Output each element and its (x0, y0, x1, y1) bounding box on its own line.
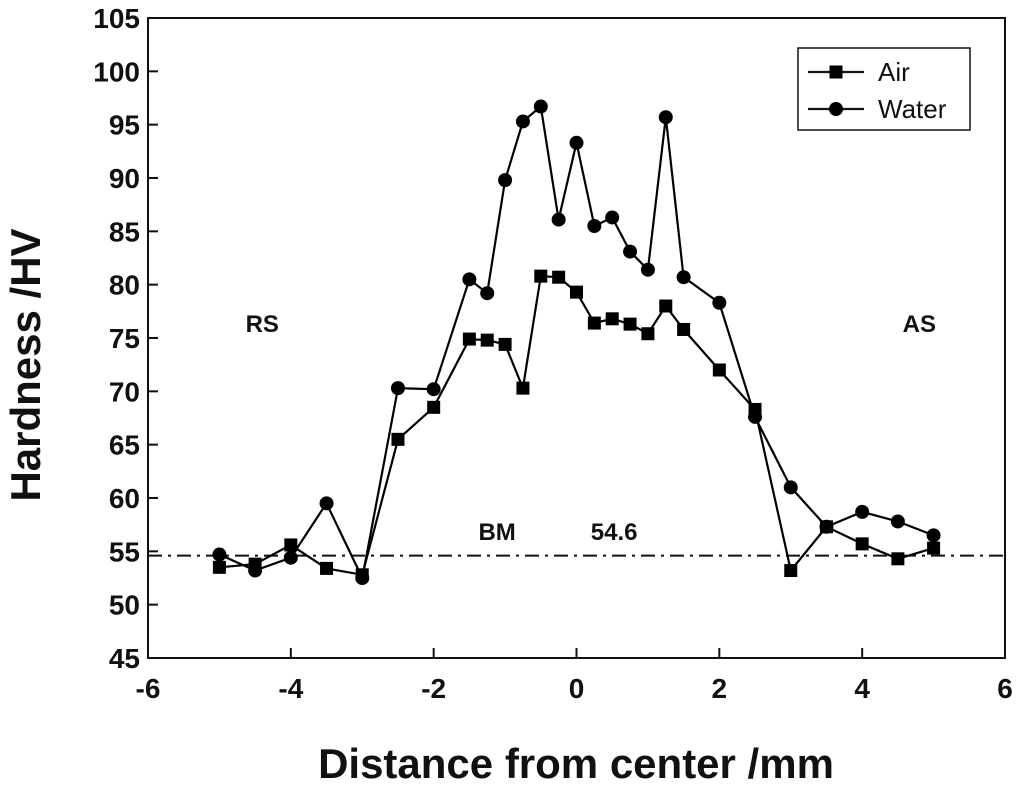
data-point-water (676, 270, 691, 285)
x-tick-label: -4 (278, 673, 303, 704)
data-point-water (390, 381, 405, 396)
y-tick-label: 95 (109, 110, 140, 141)
x-axis-label: Distance from center /mm (318, 740, 834, 786)
data-point-air (570, 285, 583, 299)
data-point-air (677, 322, 691, 336)
data-point-air (891, 552, 905, 566)
data-point-air (212, 560, 226, 574)
data-point-air (284, 538, 298, 552)
data-point-air (462, 332, 476, 346)
y-tick-label: 70 (109, 376, 140, 407)
data-point-air (641, 327, 655, 341)
data-point-water (515, 114, 530, 129)
x-tick-label: 0 (569, 673, 585, 704)
data-point-air (855, 537, 869, 551)
legend-marker-water (829, 102, 843, 116)
y-tick-label: 75 (109, 323, 140, 354)
y-axis-label: Hardness /HV (2, 228, 49, 501)
y-tick-label: 45 (109, 643, 140, 674)
data-point-air (552, 270, 566, 284)
annotation-bm: BM (478, 519, 515, 546)
data-point-water (533, 99, 548, 114)
data-point-water (855, 504, 870, 519)
data-point-water (480, 286, 495, 301)
y-tick-label: 55 (109, 536, 140, 567)
data-point-water (212, 547, 227, 562)
x-tick-label: -2 (421, 673, 446, 704)
data-point-water (748, 409, 763, 424)
data-point-air (480, 333, 494, 347)
data-point-air (320, 561, 334, 575)
data-point-water (551, 212, 566, 227)
data-point-water (283, 550, 298, 565)
data-point-air (391, 432, 405, 446)
y-tick-label: 65 (109, 430, 140, 461)
series-air (212, 269, 941, 582)
y-tick-label: 100 (93, 56, 140, 87)
x-tick-label: 2 (712, 673, 728, 704)
data-point-air (927, 541, 941, 555)
data-point-air (498, 337, 512, 351)
data-point-water (890, 514, 905, 529)
data-point-water (462, 272, 477, 287)
data-point-water (658, 110, 673, 125)
series-water (212, 99, 941, 585)
annotation-as: AS (903, 311, 936, 338)
y-tick-label: 90 (109, 163, 140, 194)
data-point-air (516, 381, 530, 395)
data-point-water (498, 173, 513, 188)
y-tick-label: 80 (109, 270, 140, 301)
data-point-water (783, 480, 798, 495)
data-point-water (587, 219, 602, 233)
data-point-water (605, 210, 620, 225)
legend-label-air: Air (878, 57, 910, 87)
legend-box (797, 47, 971, 131)
x-tick-label: -6 (136, 673, 161, 704)
data-point-water (426, 382, 441, 397)
data-point-air (784, 564, 798, 578)
data-point-water (640, 262, 655, 277)
data-point-air (605, 312, 619, 326)
data-point-water (355, 571, 370, 585)
data-point-water (569, 135, 584, 150)
data-point-water (926, 528, 941, 543)
x-tick-label: 4 (854, 673, 870, 704)
data-point-water (819, 519, 834, 534)
data-point-air (587, 316, 601, 330)
y-tick-label: 60 (109, 483, 140, 514)
legend-label-water: Water (878, 94, 947, 124)
y-tick-label: 105 (93, 3, 140, 34)
y-tick-label: 50 (109, 590, 140, 621)
data-point-water (712, 295, 727, 310)
data-point-air (534, 269, 548, 283)
data-point-air (712, 363, 726, 377)
data-point-air (427, 400, 441, 414)
legend-marker-air (829, 65, 843, 79)
x-tick-label: 6 (997, 673, 1013, 704)
data-point-water (248, 563, 263, 578)
data-point-air (623, 317, 637, 331)
data-point-water (623, 244, 638, 259)
annotation-54-6: 54.6 (591, 519, 638, 546)
y-tick-label: 85 (109, 216, 140, 247)
data-point-air (659, 299, 673, 313)
annotation-rs: RS (246, 311, 279, 338)
data-point-water (319, 496, 334, 511)
